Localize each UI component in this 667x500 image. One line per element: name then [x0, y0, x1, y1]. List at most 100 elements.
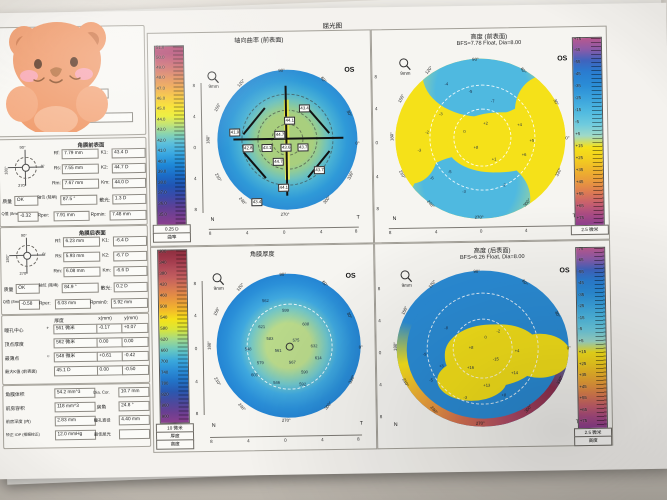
- map0-deg-150: 150°: [213, 102, 222, 113]
- map1-value-3: -3: [438, 111, 443, 117]
- map1-value-13: -2: [502, 182, 506, 188]
- map2-scale-label-6: 540: [160, 314, 168, 320]
- iop-corrected-value: 12.0 mmHg: [54, 429, 96, 441]
- anterior-rper-label: Rper:: [37, 213, 50, 219]
- pachy-head-y: y(mm): [124, 316, 138, 322]
- map1-eye-label: OS: [557, 55, 568, 63]
- map0-deg-240: 240°: [238, 195, 248, 206]
- map0-magnifier[interactable]: 9mm: [202, 71, 224, 89]
- pachy-row0-y: +0.07: [121, 322, 148, 334]
- map2-value-6: 561: [274, 347, 282, 353]
- vol-row1-label2: 房角: [96, 405, 107, 411]
- map1-scale-label-0: +75: [573, 36, 582, 42]
- map2-scale-label-9: 660: [160, 347, 168, 353]
- map2-y-tick-3: 4: [195, 379, 198, 385]
- anterior-surface-box: 角膜前表面 90° 270° 180° 0° Rf: 7.79 mm K1: 4…: [0, 136, 148, 228]
- vol-row0-label2: Dia. Cor.: [93, 389, 110, 395]
- pachy-row3-y: -0.50: [121, 364, 149, 376]
- vol-row2-value: 2.83 mm: [54, 415, 96, 427]
- map0-value-3: 44.7: [274, 130, 286, 139]
- anterior-rs-value: 7.55 mm: [61, 163, 99, 175]
- map3-scale-label-5: -25: [578, 303, 585, 309]
- map-elevation-posterior[interactable]: 高度 (后表面) BFS=6.26 Float, Dia=8.00 9mm OS…: [374, 239, 614, 450]
- map-axial-curvature[interactable]: 轴向曲率 (前表面) 51.0 50.0 49.0 48.0 47.0 46.0…: [146, 29, 375, 247]
- vol-row1-label: 前房容积: [5, 406, 25, 413]
- map1-scale-label-2: -55: [574, 59, 581, 65]
- map1-disc[interactable]: [394, 57, 567, 220]
- map3-scale-label-14: +65: [579, 407, 588, 413]
- map3-scale-label-10: +25: [578, 361, 587, 367]
- map0-y-tick-4: 8: [194, 207, 198, 213]
- map3-value-12: -3: [463, 394, 468, 400]
- map2-scale-label-7: 580: [160, 325, 168, 331]
- map3-value-10: -9: [422, 351, 427, 357]
- map3-eye-label: OS: [559, 267, 570, 275]
- map2-disc[interactable]: [215, 272, 362, 419]
- map1-x-tick-1: 4: [434, 229, 438, 235]
- map1-value-5: 0: [463, 128, 466, 134]
- map0-y-tick-3: 4: [193, 176, 197, 182]
- map3-magnifier[interactable]: 9mm: [395, 270, 417, 288]
- posterior-axis-rose: 90° 270° 180° 0°: [5, 233, 50, 278]
- map1-scale-label-9: +15: [575, 143, 583, 149]
- map0-scale-label-3: 48.0: [156, 74, 165, 80]
- pachy-row2-thickness: 548 微米: [53, 351, 98, 363]
- map-corneal-thickness[interactable]: 角膜厚度 300 340 380 420 460 500 540 580 620…: [150, 243, 378, 453]
- map3-scale-label-8: +5: [578, 338, 584, 344]
- map-elevation-anterior[interactable]: 高度 (前表面) BFS=7.78 Float, Dia=8.00 9mm OS…: [370, 25, 611, 244]
- map2-scale-label-4: 460: [159, 292, 168, 298]
- posterior-quality-label: 质量: [3, 288, 14, 294]
- map1-deg-270: 270°: [474, 214, 484, 220]
- map2-value-2: 562: [261, 298, 269, 304]
- map3-y-tick-2: 0: [378, 350, 382, 356]
- map3-scale-label-4: -35: [577, 292, 585, 298]
- posterior-rpmin-label: Rpmin0:: [89, 300, 108, 306]
- anterior-k1-value: 43.4 D: [111, 147, 146, 159]
- map0-value-9: 44.1: [278, 183, 290, 192]
- anterior-astig-label: 散光:: [99, 198, 111, 204]
- map2-magnifier[interactable]: 9mm: [207, 273, 229, 291]
- map1-scale-label-5: -25: [574, 95, 582, 101]
- vol-row2-label2: 瞳孔直径: [93, 417, 111, 423]
- map2-deg-90: 90°: [279, 271, 287, 277]
- map2-value-1: 608: [302, 321, 310, 327]
- map3-scale-label-13: +55: [579, 395, 587, 401]
- map0-scale-label-4: 47.0: [156, 85, 165, 91]
- map3-value-13: -8: [444, 325, 449, 331]
- map0-y-tick-2: 0: [193, 145, 197, 151]
- anterior-qfactor-label: Q值 (8mm): [1, 210, 22, 217]
- pachy-row0-thickness: 561 微米: [53, 323, 97, 335]
- map2-magnifier-label: 9mm: [213, 285, 224, 291]
- map3-disc[interactable]: [395, 269, 570, 428]
- map0-scale-label-2: 49.0: [156, 64, 165, 70]
- map0-deg-90: 90°: [278, 67, 285, 73]
- map0-value-7: 43.7: [297, 143, 309, 152]
- map1-scale-label-15: +75: [576, 215, 584, 221]
- map1-y-tick-3: 4: [375, 174, 379, 180]
- map2-scale-label-12: 780: [161, 380, 169, 386]
- anterior-k2-label: K2:: [100, 165, 109, 171]
- map0-scale-label-14: 37.0: [158, 189, 167, 195]
- rose-top-label: 90°: [20, 232, 27, 238]
- map1-y-tick-1: 4: [374, 106, 378, 112]
- posterior-quality-value: OK: [15, 283, 40, 294]
- map3-deg-0: 0°: [566, 345, 571, 351]
- map2-scale-label-11: 740: [161, 369, 169, 375]
- map0-value-6: 43.6: [280, 143, 292, 152]
- pachy-row1-thickness: 562 微米: [53, 337, 98, 349]
- map1-scale-label-3: -45: [574, 71, 581, 77]
- map0-scale-foot1: 曲率: [152, 232, 191, 243]
- map1-magnifier[interactable]: 9mm: [394, 58, 416, 76]
- anterior-k1-label: K1:: [100, 150, 108, 156]
- map2-scale-label-5: 500: [159, 303, 168, 309]
- map3-value-11: 0: [484, 334, 487, 340]
- posterior-rs-label: Rs:: [55, 254, 63, 260]
- map1-nasal-label: N: [392, 215, 397, 223]
- map0-nasal-label: N: [210, 216, 215, 223]
- map0-value-11: 44.7: [272, 157, 285, 166]
- map1-y-tick-0: 8: [374, 74, 378, 80]
- map1-scale-unit: 2.5 微米: [570, 224, 609, 235]
- anterior-rm-value: 7.67 mm: [61, 178, 99, 190]
- map3-scale-label-11: +35: [579, 372, 587, 378]
- map2-value-15: 548: [244, 346, 252, 352]
